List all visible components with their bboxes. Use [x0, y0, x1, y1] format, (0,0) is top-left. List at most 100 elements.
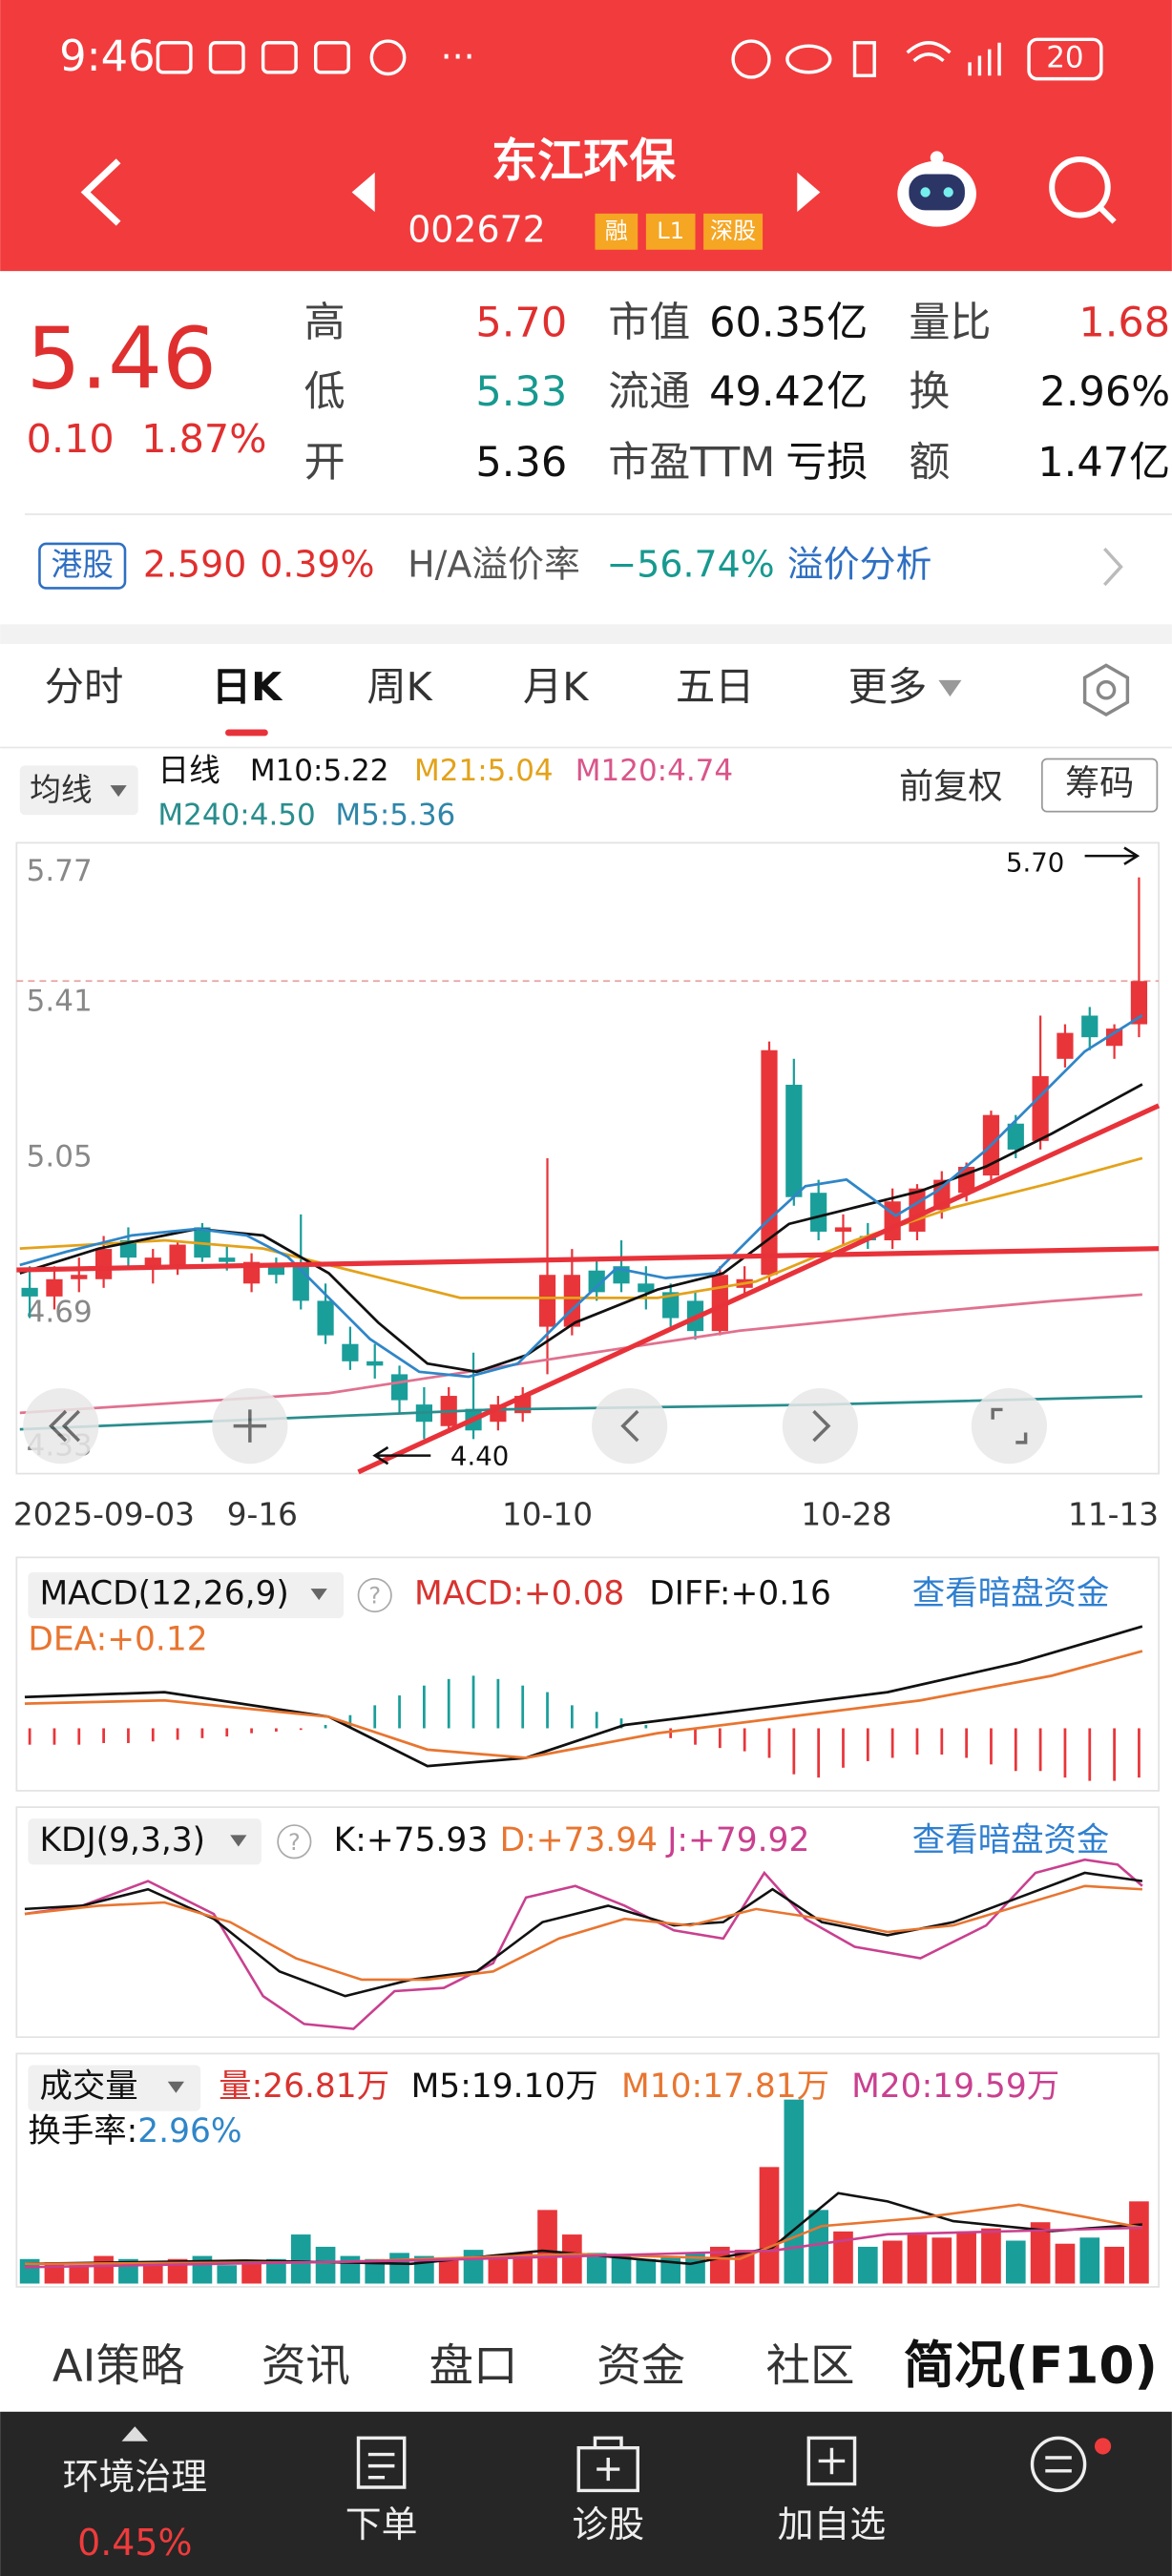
- candle-body: [1057, 1032, 1074, 1059]
- sector-name[interactable]: 环境治理: [63, 2456, 208, 2498]
- back-button[interactable]: [80, 158, 121, 226]
- macd-name[interactable]: MACD(12,26,9): [39, 1575, 288, 1613]
- period-tab[interactable]: 日K: [212, 664, 283, 710]
- icon-path: [906, 41, 952, 63]
- settings-button[interactable]: [1082, 663, 1130, 717]
- candle-body: [71, 1275, 88, 1279]
- dark-pool-link[interactable]: 查看暗盘资金: [912, 1821, 1110, 1859]
- bottom-tab[interactable]: 资金: [596, 2340, 685, 2392]
- ma5-line: [19, 1013, 1143, 1379]
- volume-button-bg[interactable]: [28, 2065, 201, 2111]
- status-icons: [156, 37, 1103, 81]
- macd-value: MACD:+0.08: [414, 1575, 624, 1613]
- hk-tag-box: [38, 542, 127, 590]
- period-tab[interactable]: 周K: [366, 664, 432, 710]
- bottom-tab[interactable]: 简况(F10): [904, 2336, 1158, 2396]
- stats: 高 5.70 市值 60.35亿 量比 1.68 低 5.33 流通 49.42亿换 2.96% 开 5…: [304, 299, 1170, 486]
- chips-button-box[interactable]: [1040, 758, 1159, 813]
- nav-order[interactable]: 下单: [345, 2503, 418, 2545]
- bottom-tab[interactable]: 社区: [766, 2340, 855, 2392]
- icon-path: [576, 2436, 639, 2493]
- fullscreen[interactable]: [971, 1388, 1048, 1465]
- j-value: J:+79.92: [665, 1821, 809, 1859]
- chips-button[interactable]: 筹码: [1065, 762, 1134, 803]
- settings-dot: [1096, 679, 1117, 700]
- price-change-pct: 1.87%: [141, 416, 266, 462]
- volume-bar: [611, 2255, 632, 2284]
- kline-plot: 5.775.415.054.694.33: [16, 854, 1160, 1464]
- candle-body: [761, 1049, 778, 1276]
- icon-circle: [930, 151, 944, 165]
- candle-body: [810, 1193, 827, 1232]
- last-price: 5.46: [27, 310, 217, 409]
- sector-pct: 0.45%: [77, 2522, 192, 2564]
- volume-bar: [586, 2253, 607, 2284]
- volume-bar: [833, 2231, 853, 2284]
- dark-pool-link[interactable]: 查看暗盘资金: [912, 1575, 1110, 1613]
- volume-name[interactable]: 成交量: [39, 2067, 137, 2106]
- volume-bar: [1129, 2201, 1149, 2284]
- icon-path: [233, 1409, 267, 1443]
- kdj-name[interactable]: KDJ(9,3,3): [39, 1821, 205, 1859]
- ma-button-bg[interactable]: [19, 765, 138, 816]
- gap: [0, 624, 1172, 644]
- price-change: 0.10: [27, 416, 115, 462]
- ma-button[interactable]: 均线: [30, 772, 92, 808]
- status-time: 9:46: [59, 31, 156, 81]
- icon-ellipse: [785, 44, 832, 74]
- help-icon[interactable]: [357, 1577, 392, 1613]
- period-tab[interactable]: 分时: [45, 664, 124, 710]
- candle-body: [390, 1374, 408, 1401]
- candle-body: [1105, 1028, 1123, 1047]
- hk-price: 2.590: [143, 544, 246, 586]
- search-button[interactable]: [1049, 156, 1117, 224]
- prev-stock[interactable]: [351, 172, 375, 213]
- volume-bars: [19, 2099, 1149, 2284]
- volume-bar: [857, 2246, 878, 2284]
- volume-bar: [981, 2228, 1001, 2284]
- icon-path: [991, 1407, 1028, 1444]
- volume-bar: [956, 2231, 976, 2284]
- scroll-start[interactable]: [23, 1388, 99, 1465]
- bottom-tab[interactable]: AI策略: [52, 2340, 184, 2392]
- nav-diagnose[interactable]: 诊股: [572, 2503, 644, 2545]
- stock-title: 东江环保: [492, 135, 677, 188]
- x-tick-label: 10-28: [801, 1496, 891, 1532]
- icon-rect: [1027, 37, 1103, 81]
- candle-body: [834, 1227, 852, 1232]
- icon-path: [1097, 204, 1117, 224]
- candle-body: [267, 1266, 285, 1276]
- next-stock[interactable]: [797, 172, 821, 213]
- dea-line: [24, 1650, 1143, 1759]
- nav-watchlist[interactable]: 加自选: [778, 2503, 887, 2545]
- volume-bar: [685, 2253, 705, 2284]
- low-annotation: 4.40: [450, 1441, 509, 1471]
- nav-bg: [0, 2411, 1172, 2576]
- bottom-tab[interactable]: 盘口: [429, 2340, 518, 2392]
- volume-bar: [1104, 2246, 1124, 2284]
- premium-link[interactable]: 溢价分析: [787, 544, 932, 586]
- scroll-right[interactable]: [782, 1388, 858, 1465]
- bottom-tab[interactable]: 资讯: [262, 2340, 350, 2392]
- volume-bar: [94, 2255, 114, 2284]
- help-icon[interactable]: [277, 1824, 312, 1859]
- icon-circle: [1049, 156, 1111, 218]
- adjust-button[interactable]: 前复权: [899, 766, 1002, 807]
- diff-value: DIFF:+0.16: [649, 1575, 831, 1613]
- kdj-button-bg[interactable]: [28, 1818, 262, 1865]
- period-tab[interactable]: 月K: [523, 664, 589, 710]
- status-more: ···: [441, 35, 475, 77]
- assistant-icon[interactable]: [897, 151, 976, 227]
- candle-body: [638, 1283, 655, 1293]
- drawn-trendline: [16, 1246, 1160, 1273]
- period-tab[interactable]: 五日: [676, 664, 755, 710]
- candle-body: [538, 1275, 556, 1327]
- icon-rect: [208, 41, 245, 74]
- scroll-left[interactable]: [592, 1388, 668, 1465]
- volume-bar: [513, 2253, 534, 2284]
- volume-bar: [907, 2234, 928, 2284]
- period-tab[interactable]: 更多: [848, 664, 928, 710]
- bottom-tabs: AI策略 资讯 盘口 资金 社区 简况(F10): [52, 2336, 1158, 2396]
- macd-button-bg[interactable]: [28, 1571, 345, 1619]
